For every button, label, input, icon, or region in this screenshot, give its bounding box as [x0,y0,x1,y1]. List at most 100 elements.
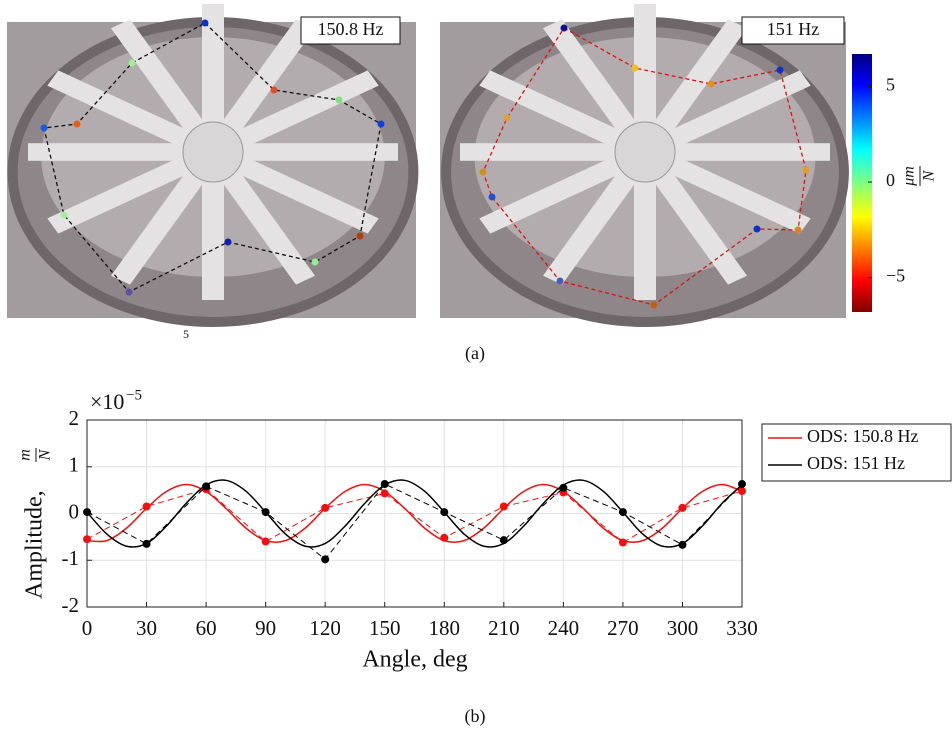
spokes [28,3,398,300]
y-tick-label: 0 [69,499,80,523]
x-axis-label: Angle, deg [362,647,467,673]
measured-point [738,487,746,496]
y-label-numerator: m [17,449,34,461]
measured-point [499,536,508,545]
measured-point [440,508,449,517]
spoke [213,143,398,161]
spoke [634,3,656,152]
x-tick-label: 0 [82,616,93,640]
mode-point [377,120,385,128]
measured-point [678,503,687,512]
panel-label: 151 Hz [767,19,820,39]
measured-point [678,540,687,549]
mode-point [753,225,761,233]
y-tick-label: 2 [69,406,80,430]
y-tick-label: -2 [62,593,80,617]
spoke [47,70,219,160]
mode-point [224,238,232,246]
mode-point [125,288,133,296]
colorbar-tick-label: 5 [886,75,895,95]
mode-point [270,86,278,94]
spoke [542,19,655,157]
measured-point [202,482,211,491]
spoke [460,143,645,161]
mode-point [776,66,784,74]
x-tick-label: 300 [667,616,699,640]
y-axis-label: Amplitude, m N [17,448,54,599]
measured-line [86,483,743,561]
x-tick-label: 150 [369,616,401,640]
spokes [460,3,830,300]
spoke [635,147,748,285]
mode-point [128,59,136,67]
measured-line [86,488,743,544]
spoke [202,152,224,300]
measured-point [618,508,627,517]
spoke [542,147,655,285]
x-tick-label: 60 [196,616,217,640]
hub [182,121,244,183]
label-box [741,16,845,45]
y-tick-label: 1 [69,453,80,477]
caption: (b) [465,706,486,727]
measured-point [261,537,270,546]
spoke [645,143,830,161]
measured-point [738,480,746,489]
measured-point [83,508,91,517]
measured-point [440,533,449,542]
measured-point [83,535,91,544]
label-box [300,16,401,45]
x-tick-label: 180 [429,616,461,640]
measured-point [559,483,568,492]
measured-point [380,489,389,498]
spoke [110,147,223,285]
legend-label: ODS: 151 Hz [807,453,905,473]
x-tick-label: 90 [255,616,276,640]
stray-text: 5 [183,327,189,341]
measured-point [142,539,151,548]
mode-point [560,24,568,32]
measured-point [142,502,151,511]
spoke [479,70,651,160]
mode-point [73,120,81,128]
spoke [28,143,213,161]
colorbar-tick-label: −5 [886,266,905,286]
mode-point [650,301,658,309]
mode-point [40,124,48,132]
spoke [203,147,316,285]
y-axis-label-text: Amplitude, [22,490,48,599]
fit-line [86,483,743,543]
spoke [110,19,223,157]
spoke [207,70,379,160]
measured-point [321,555,330,564]
measured-point [321,503,330,512]
y-multiplier-exponent: −5 [126,387,142,403]
y-tick-label: -1 [62,546,80,570]
x-tick-label: 120 [309,616,341,640]
legend-label: ODS: 150.8 Hz [807,426,919,446]
mode-point [201,19,209,27]
measured-point [261,508,270,517]
x-tick-label: 270 [607,616,639,640]
caption: (a) [465,343,485,364]
mode-point [802,166,810,174]
hub [614,121,676,183]
mode-point [335,96,343,104]
colorbar-label-denominator: N [921,169,938,182]
spoke [635,19,748,157]
mode-point [479,168,487,176]
mode-point [60,211,68,219]
colorbar [852,54,872,312]
spoke [203,19,316,157]
y-multiplier: ×10 [90,389,124,414]
measured-point [380,480,389,489]
spoke [207,144,379,234]
colorbar-tick-label: 0 [886,170,895,190]
colorbar-label: μm N [901,166,938,187]
x-tick-label: 210 [488,616,520,640]
mode-point [488,193,496,201]
spoke [639,144,811,234]
fit-line [86,479,743,548]
photos: 150.8 Hz 151 Hz [7,3,849,327]
